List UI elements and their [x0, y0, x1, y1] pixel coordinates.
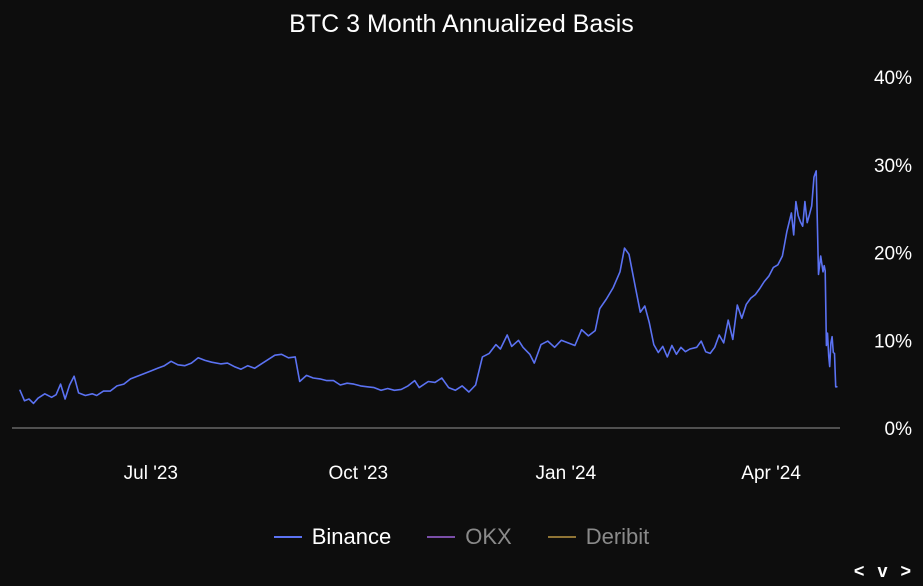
x-tick-label: Apr '24 — [741, 463, 801, 484]
y-axis: 0% 10% 20% 30% 40% — [874, 68, 912, 440]
chart-nav-controls: < v > — [854, 561, 915, 582]
series-layer — [19, 170, 838, 405]
y-tick-label: 0% — [885, 419, 913, 440]
legend-item-binance[interactable]: Binance — [273, 524, 392, 550]
chart-title: BTC 3 Month Annualized Basis — [289, 10, 634, 38]
legend-swatch-binance — [273, 536, 302, 538]
next-arrow-button[interactable]: > — [900, 561, 915, 581]
legend-swatch-deribit — [547, 536, 576, 538]
x-tick-label: Jan '24 — [536, 463, 597, 484]
expand-arrow-button[interactable]: v — [877, 561, 892, 581]
x-tick-label: Oct '23 — [329, 463, 389, 484]
x-tick-label: Jul '23 — [124, 463, 178, 484]
y-tick-label: 30% — [874, 156, 912, 177]
prev-arrow-button[interactable]: < — [853, 561, 869, 581]
y-tick-label: 10% — [874, 331, 912, 352]
legend-label-deribit: Deribit — [585, 524, 650, 549]
series-line-binance — [19, 170, 838, 405]
legend-item-okx[interactable]: OKX — [427, 524, 512, 550]
legend-label-binance: Binance — [311, 524, 392, 549]
legend-label-okx: OKX — [465, 524, 512, 549]
legend-swatch-okx — [427, 536, 456, 538]
y-tick-label: 40% — [874, 68, 912, 89]
y-tick-label: 20% — [874, 244, 912, 265]
legend-item-deribit[interactable]: Deribit — [547, 524, 650, 550]
x-axis: Jul '23 Oct '23 Jan '24 Apr '24 — [12, 427, 840, 484]
legend: Binance OKX Deribit — [0, 524, 923, 550]
